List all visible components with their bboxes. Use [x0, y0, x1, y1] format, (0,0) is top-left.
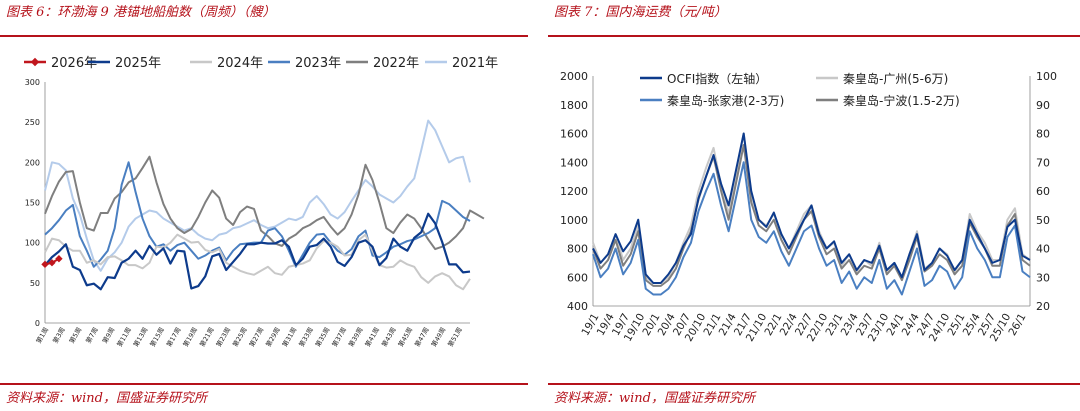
series-line	[44, 233, 471, 291]
y-right-tick-label: 90	[1036, 99, 1050, 112]
y-right-tick-label: 80	[1036, 128, 1050, 141]
y-right-tick-label: 60	[1036, 185, 1050, 198]
y-tick-label: 0	[35, 319, 40, 328]
legend-label: 2024年	[217, 56, 263, 71]
y-tick-label: 200	[25, 158, 40, 167]
x-tick-label: 第35周	[313, 326, 331, 349]
x-tick-label: 第9周	[100, 326, 116, 345]
x-tick-label: 第3周	[50, 326, 66, 345]
right-chart-panel: 图表 7：国内海运费（元/吨） 400 600 800 1000 1200 1400 160…	[548, 0, 1080, 411]
x-tick-label: 第31周	[280, 326, 298, 349]
x-tick-label: 第13周	[131, 326, 149, 349]
x-tick-label: 第41周	[363, 326, 381, 349]
right-bottom-rule	[548, 383, 1080, 385]
legend-item: 2024年	[190, 56, 263, 71]
y-tick-label: 250	[25, 118, 40, 127]
x-tick-label: 第39周	[346, 326, 364, 349]
left-top-rule	[0, 35, 528, 37]
y-right-tick-label: 100	[1036, 70, 1057, 83]
x-tick-label: 第27周	[247, 326, 265, 349]
left-chart-title: 图表 6：环渤海 9 港锚地船舶数（周频）（艘）	[6, 5, 276, 20]
legend-marker	[30, 57, 40, 67]
y-right-tick-label: 30	[1036, 271, 1050, 284]
legend-item: 秦皇岛-宁波(1.5-2万)	[816, 93, 960, 108]
legend-label: OCFI指数（左轴）	[667, 71, 767, 86]
series-line	[592, 161, 1031, 296]
y-left-tick-label: 800	[567, 243, 588, 256]
legend-item: 秦皇岛-广州(5-6万)	[816, 71, 948, 86]
y-tick-label: 100	[25, 239, 40, 248]
y-left-tick-label: 1000	[560, 214, 588, 227]
x-tick-label: 第37周	[330, 326, 348, 349]
x-tick-label: 第23周	[214, 326, 232, 349]
series-marker	[55, 255, 63, 263]
x-tick-label: 第25周	[230, 326, 248, 349]
x-tick-label: 第5周	[67, 326, 83, 345]
legend-item: OCFI指数（左轴）	[640, 71, 767, 86]
legend-item: 2022年	[346, 56, 419, 71]
legend-item: 2026年	[24, 56, 97, 71]
y-tick-label: 300	[25, 78, 40, 87]
legend-item: 2021年	[425, 56, 498, 71]
y-right-tick-label: 40	[1036, 243, 1050, 256]
x-tick-label: 第15周	[148, 326, 166, 349]
series-marker	[48, 259, 56, 267]
legend-label: 2023年	[295, 56, 341, 71]
x-tick-label: 第51周	[445, 326, 463, 349]
x-tick-label: 第17周	[164, 326, 182, 349]
series-line	[44, 212, 471, 291]
y-tick-label: 150	[25, 199, 40, 208]
y-left-tick-label: 1600	[560, 128, 588, 141]
left-chart-panel: 图表 6：环渤海 9 港锚地船舶数（周频）（艘） 0 50 100 150 200 250…	[0, 0, 528, 411]
x-tick-label: 第1周	[34, 326, 50, 345]
legend-label: 2022年	[373, 56, 419, 71]
legend-label: 秦皇岛-宁波(1.5-2万)	[843, 93, 960, 108]
x-tick-label: 第33周	[297, 326, 315, 349]
x-tick-label: 第21周	[197, 326, 215, 349]
y-left-tick-label: 2000	[560, 70, 588, 83]
right-top-rule	[548, 35, 1080, 37]
series-line	[592, 144, 1031, 287]
legend-label: 2025年	[115, 56, 161, 71]
y-left-tick-label: 1800	[560, 99, 588, 112]
x-tick-label: 第29周	[263, 326, 281, 349]
legend-label: 秦皇岛-广州(5-6万)	[843, 71, 948, 86]
left-chart-source: 资料来源：wind，国盛证券研究所	[6, 391, 207, 406]
y-left-tick-label: 1200	[560, 185, 588, 198]
y-right-tick-label: 70	[1036, 156, 1050, 169]
legend-label: 2021年	[452, 56, 498, 71]
y-left-tick-label: 1400	[560, 156, 588, 169]
legend-item: 秦皇岛-张家港(2-3万)	[640, 93, 784, 108]
left-chart-svg: 0 50 100 150 200 250 300 第1周 第3周 第5周 第7周 第9周第11周第13…	[24, 56, 498, 349]
legend-label: 2026年	[51, 56, 97, 71]
series-marker	[41, 260, 49, 269]
right-chart-title: 图表 7：国内海运费（元/吨）	[554, 5, 727, 20]
x-tick-label: 第47周	[412, 326, 430, 349]
x-tick-label: 第19周	[181, 326, 199, 349]
legend-item: 2025年	[88, 56, 161, 71]
x-tick-label: 第49周	[429, 326, 447, 349]
y-right-tick-label: 20	[1036, 300, 1050, 313]
series-line	[592, 132, 1031, 284]
y-left-tick-label: 400	[567, 300, 588, 313]
y-left-tick-label: 600	[567, 271, 588, 284]
y-tick-label: 50	[30, 279, 40, 288]
x-tick-label: 第45周	[396, 326, 414, 349]
series-line	[44, 155, 485, 251]
y-right-tick-label: 50	[1036, 214, 1050, 227]
right-chart-svg: 400 600 800 1000 1200 1400 1600 1800 2000 20 30 40 5…	[560, 70, 1057, 344]
right-chart-source: 资料来源：wind，国盛证券研究所	[554, 391, 755, 406]
x-tick-label: 第7周	[83, 326, 99, 345]
x-tick-label: 第43周	[379, 326, 397, 349]
legend-label: 秦皇岛-张家港(2-3万)	[667, 93, 784, 108]
left-bottom-rule	[0, 383, 528, 385]
x-tick-label: 第11周	[115, 326, 133, 349]
legend-item: 2023年	[268, 56, 341, 71]
